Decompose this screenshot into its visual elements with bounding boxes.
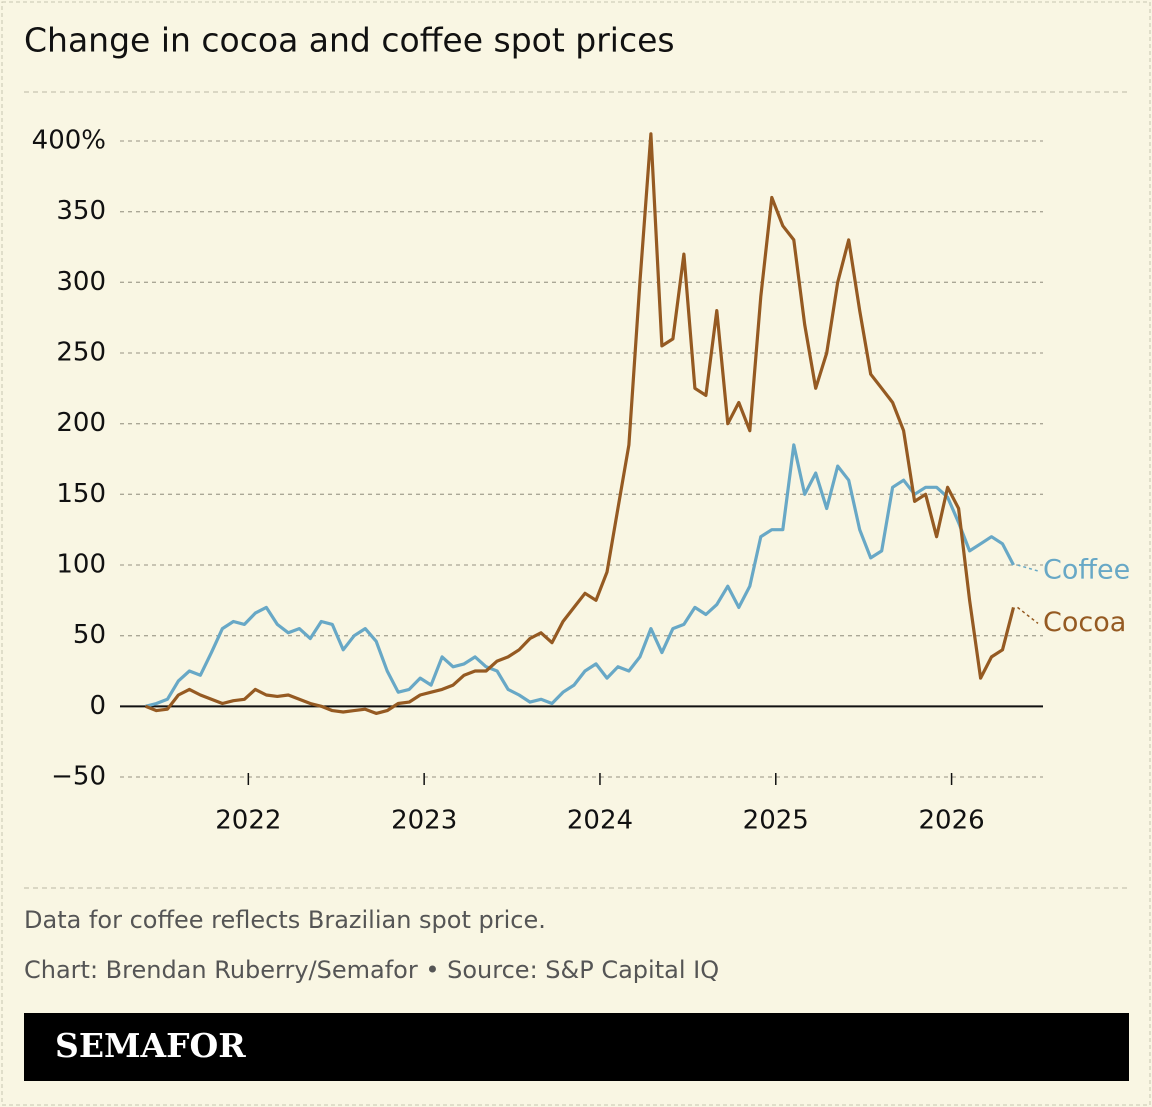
chart-title: Change in cocoa and coffee spot prices	[24, 21, 675, 60]
x-tick-label: 2026	[918, 806, 984, 836]
legend-label: Coffee	[1043, 555, 1130, 586]
plot: −50 0 50 100 150 200 250 300 350 400% 2022 2023 2024…	[32, 126, 1131, 836]
y-tick-label: 150	[56, 479, 106, 509]
y-tick-label: 400%	[32, 126, 106, 156]
note: Data for coffee reflects Brazilian spot …	[24, 906, 546, 934]
y-tick-label: −50	[51, 762, 106, 792]
y-tick-label: 50	[73, 620, 106, 650]
label-connector	[1017, 606, 1039, 624]
credit: Chart: Brendan Ruberry/Semafor • Source:…	[24, 956, 719, 984]
legend-label: Cocoa	[1043, 607, 1126, 638]
series-line	[144, 132, 1016, 715]
y-tick-label: 350	[56, 196, 106, 226]
x-tick-label: 2022	[215, 806, 281, 836]
y-tick-label: 250	[56, 338, 106, 368]
brand-bar	[24, 1013, 1129, 1081]
y-tick-label: 300	[56, 267, 106, 297]
y-tick-label: 0	[89, 691, 106, 721]
y-tick-label: 200	[56, 408, 106, 438]
x-tick-label: 2023	[391, 806, 457, 836]
brand: SEMAFOR	[55, 1026, 246, 1065]
x-tick-label: 2024	[567, 806, 633, 836]
y-tick-label: 100	[56, 550, 106, 580]
x-tick-label: 2025	[743, 806, 809, 836]
series-line	[145, 443, 1015, 708]
